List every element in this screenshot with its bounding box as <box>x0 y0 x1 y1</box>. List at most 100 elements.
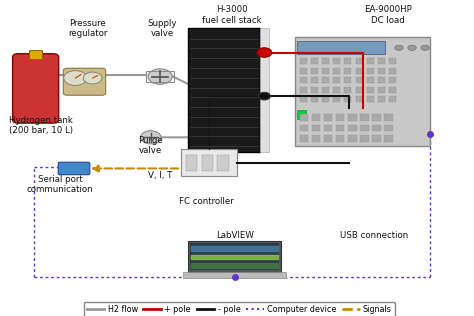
FancyBboxPatch shape <box>300 68 307 74</box>
FancyBboxPatch shape <box>311 58 318 64</box>
FancyBboxPatch shape <box>311 87 318 93</box>
Circle shape <box>257 48 272 57</box>
Circle shape <box>395 45 403 51</box>
FancyBboxPatch shape <box>218 155 228 171</box>
FancyBboxPatch shape <box>345 96 351 102</box>
FancyBboxPatch shape <box>333 96 340 102</box>
FancyBboxPatch shape <box>297 110 306 119</box>
Circle shape <box>148 69 172 84</box>
FancyBboxPatch shape <box>333 68 340 74</box>
FancyBboxPatch shape <box>348 135 356 142</box>
FancyBboxPatch shape <box>348 125 356 131</box>
FancyBboxPatch shape <box>372 125 381 131</box>
Text: Serial port
communication: Serial port communication <box>27 175 93 194</box>
FancyBboxPatch shape <box>356 77 363 83</box>
Circle shape <box>83 72 102 84</box>
FancyBboxPatch shape <box>378 68 385 74</box>
FancyBboxPatch shape <box>191 243 279 270</box>
FancyBboxPatch shape <box>378 58 385 64</box>
FancyBboxPatch shape <box>322 87 329 93</box>
FancyBboxPatch shape <box>201 155 213 171</box>
FancyBboxPatch shape <box>188 241 281 272</box>
FancyBboxPatch shape <box>311 96 318 102</box>
FancyBboxPatch shape <box>348 114 356 121</box>
Text: EA-9000HP
DC load: EA-9000HP DC load <box>365 5 412 25</box>
FancyBboxPatch shape <box>260 27 269 152</box>
Circle shape <box>258 92 270 100</box>
FancyBboxPatch shape <box>13 54 59 123</box>
FancyBboxPatch shape <box>300 77 307 83</box>
FancyBboxPatch shape <box>372 114 381 121</box>
FancyBboxPatch shape <box>312 135 320 142</box>
Text: Hydrogen tank
(200 bar, 10 L): Hydrogen tank (200 bar, 10 L) <box>9 116 73 135</box>
FancyBboxPatch shape <box>384 114 393 121</box>
Circle shape <box>421 45 429 51</box>
FancyBboxPatch shape <box>333 58 340 64</box>
FancyBboxPatch shape <box>312 125 320 131</box>
FancyBboxPatch shape <box>345 87 351 93</box>
FancyBboxPatch shape <box>360 114 369 121</box>
FancyBboxPatch shape <box>300 87 307 93</box>
FancyBboxPatch shape <box>372 135 381 142</box>
FancyBboxPatch shape <box>360 125 369 131</box>
FancyBboxPatch shape <box>322 68 329 74</box>
FancyBboxPatch shape <box>378 96 385 102</box>
Legend: H2 flow, + pole, - pole, Computer device, Signals: H2 flow, + pole, - pole, Computer device… <box>83 302 395 316</box>
FancyBboxPatch shape <box>360 135 369 142</box>
FancyBboxPatch shape <box>300 114 308 121</box>
FancyBboxPatch shape <box>389 58 396 64</box>
FancyBboxPatch shape <box>389 96 396 102</box>
FancyBboxPatch shape <box>300 58 307 64</box>
Text: LabVIEW: LabVIEW <box>216 231 254 240</box>
FancyBboxPatch shape <box>367 68 374 74</box>
Circle shape <box>64 70 87 85</box>
FancyBboxPatch shape <box>183 272 286 278</box>
FancyBboxPatch shape <box>300 135 308 142</box>
FancyBboxPatch shape <box>186 155 197 171</box>
Text: Purge
valve: Purge valve <box>138 136 163 155</box>
FancyBboxPatch shape <box>336 135 345 142</box>
Text: Pressure
regulator: Pressure regulator <box>68 19 108 38</box>
Text: USB connection: USB connection <box>340 231 408 240</box>
FancyBboxPatch shape <box>367 58 374 64</box>
FancyBboxPatch shape <box>322 77 329 83</box>
FancyBboxPatch shape <box>311 68 318 74</box>
FancyBboxPatch shape <box>295 37 430 146</box>
FancyBboxPatch shape <box>58 162 90 175</box>
FancyBboxPatch shape <box>356 58 363 64</box>
FancyBboxPatch shape <box>324 125 332 131</box>
Text: FC controller: FC controller <box>179 197 234 206</box>
FancyBboxPatch shape <box>345 77 351 83</box>
FancyBboxPatch shape <box>356 87 363 93</box>
FancyBboxPatch shape <box>384 135 393 142</box>
Text: Supply
valve: Supply valve <box>148 19 177 38</box>
FancyBboxPatch shape <box>378 77 385 83</box>
FancyBboxPatch shape <box>345 68 351 74</box>
FancyBboxPatch shape <box>389 77 396 83</box>
FancyBboxPatch shape <box>324 114 332 121</box>
FancyBboxPatch shape <box>64 68 106 95</box>
FancyBboxPatch shape <box>356 96 363 102</box>
Text: H-3000
fuel cell stack: H-3000 fuel cell stack <box>202 5 262 25</box>
FancyBboxPatch shape <box>389 68 396 74</box>
FancyBboxPatch shape <box>300 96 307 102</box>
FancyBboxPatch shape <box>367 87 374 93</box>
Circle shape <box>141 131 161 144</box>
FancyBboxPatch shape <box>336 114 345 121</box>
FancyBboxPatch shape <box>389 87 396 93</box>
FancyBboxPatch shape <box>297 41 385 54</box>
FancyBboxPatch shape <box>384 125 393 131</box>
FancyBboxPatch shape <box>336 125 345 131</box>
FancyBboxPatch shape <box>181 149 237 176</box>
FancyBboxPatch shape <box>333 77 340 83</box>
FancyBboxPatch shape <box>333 87 340 93</box>
FancyBboxPatch shape <box>300 125 308 131</box>
FancyBboxPatch shape <box>29 51 42 59</box>
FancyBboxPatch shape <box>312 114 320 121</box>
FancyBboxPatch shape <box>367 96 374 102</box>
FancyBboxPatch shape <box>188 27 260 152</box>
FancyBboxPatch shape <box>322 96 329 102</box>
Circle shape <box>408 45 416 51</box>
Text: V, I, T: V, I, T <box>148 171 172 180</box>
FancyBboxPatch shape <box>378 87 385 93</box>
